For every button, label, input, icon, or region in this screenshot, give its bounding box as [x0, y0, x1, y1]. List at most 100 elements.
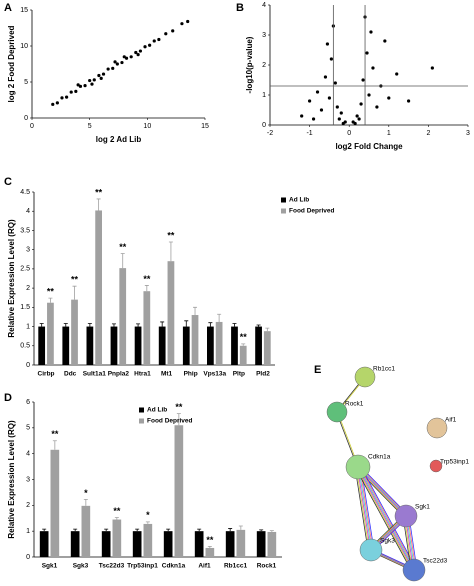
y-axis-title: Relative Expression Level (RQ) [7, 420, 16, 539]
error-bar [104, 528, 109, 532]
y-tick-label: 15 [20, 7, 28, 14]
bar [158, 326, 166, 365]
point [315, 90, 320, 94]
bar [191, 315, 199, 365]
panel-letter: B [236, 2, 244, 14]
node [359, 538, 383, 562]
point [51, 102, 55, 106]
x-tick-label: Cirbp [38, 371, 55, 378]
bar [71, 299, 78, 365]
point [329, 57, 333, 61]
significance-label: ** [71, 275, 79, 285]
point [69, 90, 73, 94]
x-tick-label: Pltp [233, 371, 245, 378]
point [327, 96, 331, 100]
node-label: Rock1 [345, 401, 364, 408]
bar [101, 531, 111, 557]
point [171, 29, 175, 33]
bar [174, 425, 184, 557]
error-bar [42, 528, 47, 532]
error-bar [238, 525, 243, 530]
error-bar [207, 546, 212, 548]
point [335, 105, 339, 109]
point [375, 105, 379, 109]
error-bar [114, 517, 119, 520]
legend-label: Food Deprived [289, 208, 335, 215]
edge [359, 466, 374, 551]
error-bar [193, 306, 198, 316]
significance-label: ** [240, 332, 248, 342]
error-bar [120, 253, 125, 269]
bar [263, 331, 271, 365]
point [365, 51, 369, 55]
point [134, 50, 138, 55]
bar [167, 261, 175, 365]
point [300, 114, 304, 118]
point [430, 66, 434, 70]
y-tick-label: 1 [262, 92, 266, 99]
y-tick-label: 10 [20, 43, 28, 50]
bar [163, 531, 173, 557]
point [180, 22, 184, 26]
x-tick-label: Ddc [64, 371, 77, 378]
point [106, 67, 110, 71]
error-bar [48, 297, 53, 303]
legend-label: Food Deprived [147, 418, 193, 425]
significance-label: ** [95, 187, 103, 197]
node [354, 366, 376, 388]
bar [110, 326, 118, 365]
y-tick-label: 2.5 [20, 266, 30, 273]
panel-letter: A [4, 2, 12, 14]
significance-label: ** [119, 242, 127, 252]
bar [182, 326, 190, 365]
y-axis-title: Relative Expression Level (RQ) [7, 219, 16, 338]
significance-label: ** [175, 402, 183, 412]
point [88, 78, 92, 83]
edge [354, 466, 412, 571]
bar [95, 210, 102, 365]
x-tick-label: Sgk1 [42, 563, 58, 570]
x-tick-label: Sult1a1 [83, 371, 107, 378]
error-bar [168, 241, 173, 262]
error-bar [265, 327, 270, 332]
x-tick-label: Vps13a [203, 371, 226, 378]
bar [132, 531, 142, 557]
panel-letter: E [314, 364, 321, 376]
bar [231, 326, 238, 365]
error-bar [136, 323, 141, 327]
point [152, 39, 156, 43]
edge [357, 466, 371, 551]
point [138, 49, 143, 53]
x-tick-label: Pnpla2 [108, 371, 130, 378]
legend-label: Ad Lib [289, 197, 309, 204]
node-label: Sgk1 [415, 504, 430, 511]
point [387, 96, 391, 100]
node [426, 417, 448, 439]
node [402, 558, 426, 582]
error-bar [39, 323, 44, 327]
bar [205, 547, 215, 557]
point [111, 66, 115, 70]
y-tick-label: 5 [24, 79, 28, 86]
node [345, 454, 371, 480]
point [99, 76, 103, 80]
significance-label: ** [113, 506, 121, 516]
point [55, 101, 59, 105]
y-tick-label: 3.5 [20, 227, 30, 234]
y-tick-label: 3 [26, 476, 30, 483]
point [383, 39, 387, 43]
edge [355, 466, 370, 551]
legend-swatch [139, 418, 144, 424]
error-bar [96, 198, 101, 211]
point [359, 102, 363, 106]
point [74, 89, 78, 93]
point [323, 75, 328, 79]
point [164, 32, 168, 36]
error-bar [241, 343, 246, 346]
point [113, 60, 117, 64]
y-tick-label: 1.5 [20, 304, 30, 311]
significance-label: ** [206, 535, 214, 545]
error-bar [160, 321, 165, 327]
x-tick-label: 0 [347, 130, 351, 137]
significance-label: ** [143, 274, 151, 284]
